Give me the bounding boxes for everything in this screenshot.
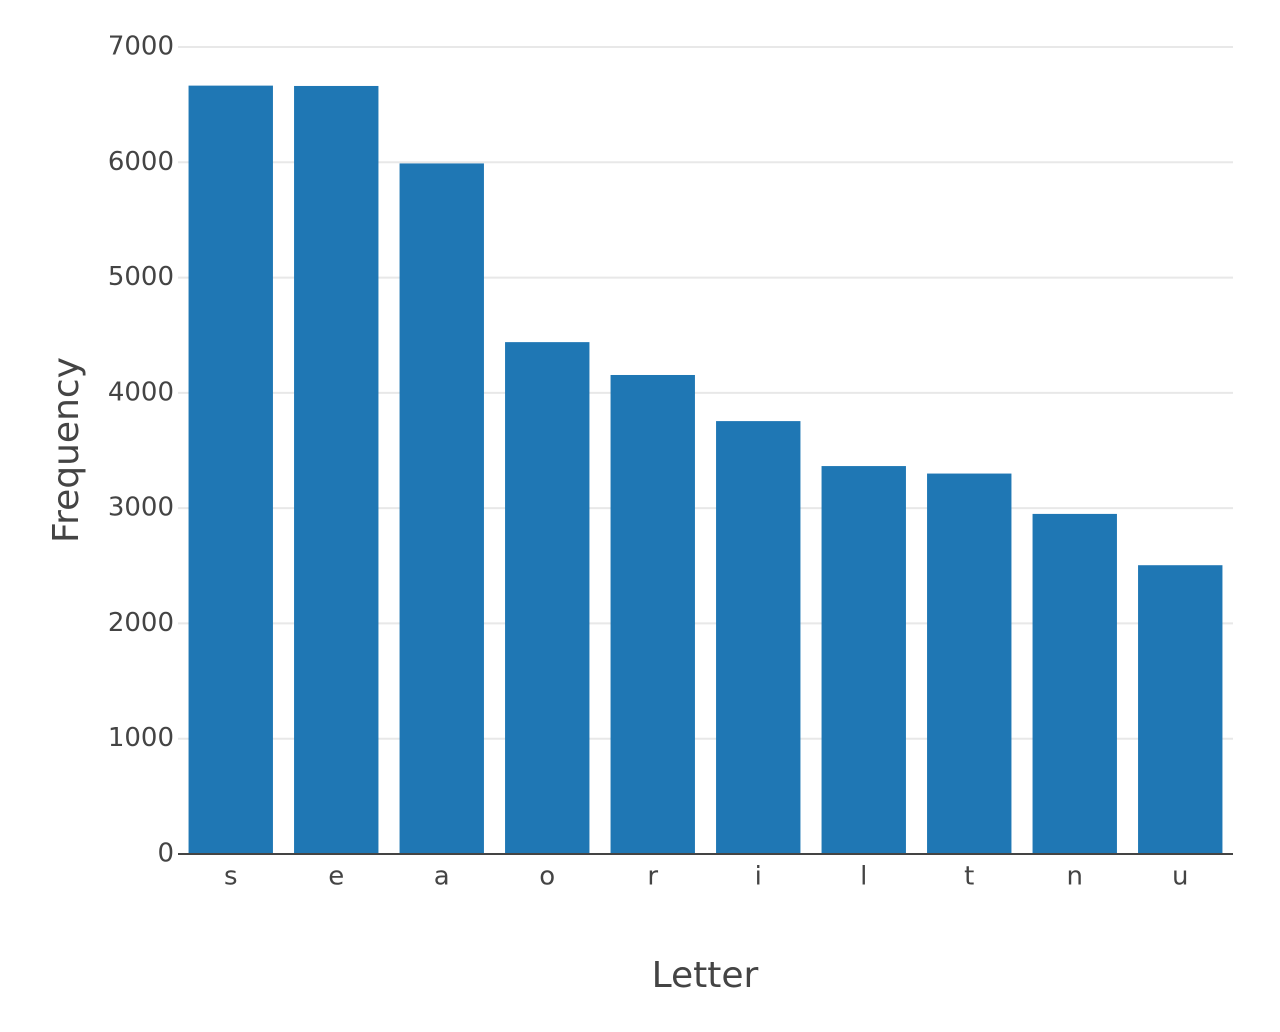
x-tick-label: r: [647, 862, 658, 892]
bar: [716, 421, 801, 854]
bar: [399, 163, 484, 854]
y-tick-label: 0: [157, 839, 174, 869]
bar: [188, 85, 273, 854]
bar: [1138, 565, 1223, 854]
y-tick-label: 1000: [108, 723, 174, 753]
bar: [610, 374, 695, 854]
x-tick-label: t: [964, 862, 974, 892]
x-tick-label: i: [755, 862, 762, 892]
bar: [505, 342, 590, 854]
x-tick-label: l: [860, 862, 867, 892]
y-axis-title: Frequency: [46, 357, 87, 543]
x-axis-title: Letter: [652, 955, 759, 996]
y-tick-label: 5000: [108, 262, 174, 292]
x-tick-label: n: [1067, 862, 1083, 892]
bar: [927, 473, 1012, 854]
x-tick-label: e: [328, 862, 344, 892]
x-tick-label: a: [434, 862, 450, 892]
bar: [294, 85, 379, 855]
x-tick-label: u: [1172, 862, 1188, 892]
bar: [821, 466, 906, 854]
y-tick-label: 3000: [108, 493, 174, 523]
y-tick-label: 7000: [108, 32, 174, 62]
x-tick-label: s: [224, 862, 238, 892]
y-tick-label: 2000: [108, 608, 174, 638]
y-tick-label: 4000: [108, 377, 174, 407]
bar: [1032, 513, 1117, 854]
y-tick-label: 6000: [108, 147, 174, 177]
x-tick-label: o: [539, 862, 555, 892]
